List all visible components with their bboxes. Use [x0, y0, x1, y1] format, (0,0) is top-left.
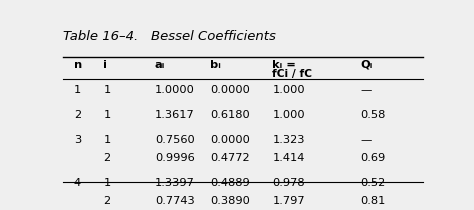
Text: 1.323: 1.323 [272, 135, 305, 145]
Text: 0.52: 0.52 [360, 178, 386, 188]
Text: 1.0000: 1.0000 [155, 85, 195, 95]
Text: 0.4772: 0.4772 [210, 153, 249, 163]
Text: 0.978: 0.978 [272, 178, 305, 188]
Text: 0.0000: 0.0000 [210, 85, 250, 95]
Text: 0.4889: 0.4889 [210, 178, 250, 188]
Text: 1: 1 [103, 135, 110, 145]
Text: 0.58: 0.58 [360, 110, 386, 120]
Text: 1.797: 1.797 [272, 196, 305, 206]
Text: 0.6180: 0.6180 [210, 110, 250, 120]
Text: 1: 1 [103, 178, 110, 188]
Text: 0.9996: 0.9996 [155, 153, 194, 163]
Text: 3: 3 [74, 135, 81, 145]
Text: n: n [74, 60, 82, 70]
Text: aᵢ: aᵢ [155, 60, 165, 70]
Text: 2: 2 [74, 110, 81, 120]
Text: Qᵢ: Qᵢ [360, 60, 373, 70]
Text: 2: 2 [103, 153, 110, 163]
Text: —: — [360, 85, 372, 95]
Text: bᵢ: bᵢ [210, 60, 221, 70]
Text: kᵢ =: kᵢ = [272, 60, 296, 70]
Text: 1.3617: 1.3617 [155, 110, 194, 120]
Text: —: — [360, 135, 372, 145]
Text: 1: 1 [103, 85, 110, 95]
Text: 2: 2 [103, 196, 110, 206]
Text: 4: 4 [74, 178, 81, 188]
Text: 1.000: 1.000 [272, 110, 305, 120]
Text: 0.7560: 0.7560 [155, 135, 194, 145]
Text: Table 16–4.   Bessel Coefficients: Table 16–4. Bessel Coefficients [63, 30, 276, 43]
Text: 0.3890: 0.3890 [210, 196, 250, 206]
Text: i: i [103, 60, 107, 70]
Text: 0.0000: 0.0000 [210, 135, 250, 145]
Text: 1: 1 [103, 110, 110, 120]
Text: 1: 1 [74, 85, 81, 95]
Text: 1.000: 1.000 [272, 85, 305, 95]
Text: 1.3397: 1.3397 [155, 178, 195, 188]
Text: 0.69: 0.69 [360, 153, 386, 163]
Text: 0.81: 0.81 [360, 196, 386, 206]
Text: 0.7743: 0.7743 [155, 196, 194, 206]
Text: 1.414: 1.414 [272, 153, 305, 163]
Text: fCi / fC: fCi / fC [272, 69, 312, 79]
